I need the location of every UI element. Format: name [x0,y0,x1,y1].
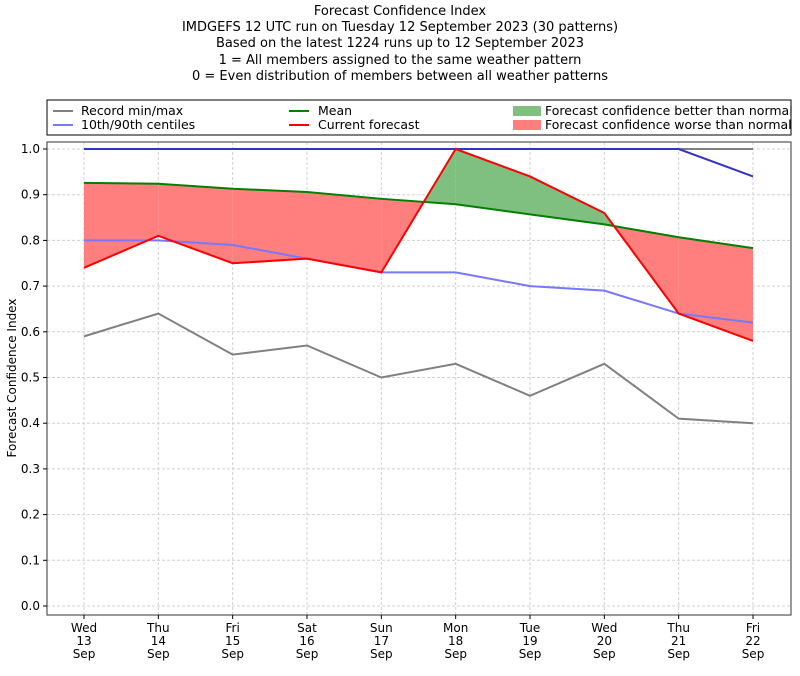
fill-better-than-normal [530,176,605,225]
x-tick-label: Sun [370,621,393,635]
x-axis: Wed13SepThu14SepFri15SepSat16SepSun17Sep… [71,615,764,661]
x-tick-label: 15 [225,634,240,648]
series-line-p90 [84,148,754,178]
x-tick-label: Sep [296,647,319,661]
y-axis-label: Forecast Confidence Index [5,299,19,458]
chart-subtitle-2: Based on the latest 1224 runs up to 12 S… [215,36,584,52]
chart-subtitle-3: 1 = All members assigned to the same wea… [218,52,582,68]
x-tick-label: Sep [593,647,616,661]
x-tick-label: 20 [597,634,612,648]
y-tick-label: 0.8 [21,233,40,247]
y-tick-label: 0.3 [21,462,40,476]
legend-label-centiles: 10th/90th centiles [81,117,195,132]
x-tick-label: 19 [522,634,537,648]
y-tick-label: 0.2 [21,508,40,522]
x-tick-label: Sep [147,647,170,661]
fill-worse-than-normal [307,191,382,273]
x-tick-label: 21 [671,634,686,648]
y-tick-label: 0.9 [21,188,40,202]
fill-worse-than-normal [678,237,753,341]
x-tick-label: 17 [374,634,389,648]
x-tick-label: Tue [519,621,541,635]
series-line-p10 [84,239,754,324]
x-tick-label: Sep [73,647,96,661]
legend-label-mean: Mean [318,103,352,118]
x-tick-label: Wed [591,621,617,635]
y-tick-label: 0.7 [21,279,40,293]
legend-label-worse: Forecast confidence worse than normal [545,117,792,132]
y-tick-label: 1.0 [21,142,40,156]
legend-frame [46,99,792,136]
y-tick-label: 0.1 [21,553,40,567]
series-line-record-min [83,312,754,425]
x-tick-label: 22 [745,634,760,648]
fill-worse-than-normal [158,183,233,264]
x-tick-label: Fri [746,621,760,635]
x-tick-label: Mon [443,621,468,635]
x-tick-label: Sep [370,647,393,661]
legend: Record min/max 10th/90th centiles Mean C… [46,99,793,136]
chart-subtitle-1: IMDGEFS 12 UTC run on Tuesday 12 Septemb… [181,20,619,36]
x-tick-label: Fri [226,621,240,635]
legend-label-current: Current forecast [318,117,420,132]
x-tick-label: Sep [221,647,244,661]
x-tick-label: Sep [444,647,467,661]
x-tick-label: 14 [151,634,166,648]
series-line-mean [83,181,754,250]
legend-label-better: Forecast confidence better than normal [545,103,793,118]
series-lines [83,147,754,425]
x-tick-label: 18 [448,634,463,648]
x-tick-label: Sat [297,621,317,635]
x-tick-label: Wed [71,621,97,635]
fill-better-than-normal [455,149,530,215]
y-tick-label: 0.4 [21,416,40,430]
legend-swatch-worse [513,120,541,130]
plot-frame [46,141,792,616]
x-tick-label: Sep [742,647,765,661]
x-tick-label: Thu [666,621,690,635]
x-tick-label: 13 [76,634,91,648]
fill-worse-than-normal [232,188,307,264]
y-axis: 0.0 0.1 0.2 0.3 0.4 0.5 0.6 0.7 0.8 0.9 1.0 [21,142,47,613]
fill-worse-than-normal [84,182,159,268]
y-tick-label: 0.5 [21,371,40,385]
x-tick-label: Thu [146,621,170,635]
chart-subtitle-4: 0 = Even distribution of members between… [191,68,609,84]
legend-label-record: Record min/max [81,103,183,118]
x-tick-label: 16 [299,634,314,648]
x-tick-label: Sep [667,647,690,661]
series-line-current [83,147,754,342]
chart-title-block: Forecast Confidence Index IMDGEFS 12 UTC… [0,4,800,85]
legend-swatch-better [513,106,541,116]
x-tick-label: Sep [519,647,542,661]
chart-title: Forecast Confidence Index [313,4,487,19]
y-tick-label: 0.0 [21,599,40,613]
y-tick-label: 0.6 [21,325,40,339]
